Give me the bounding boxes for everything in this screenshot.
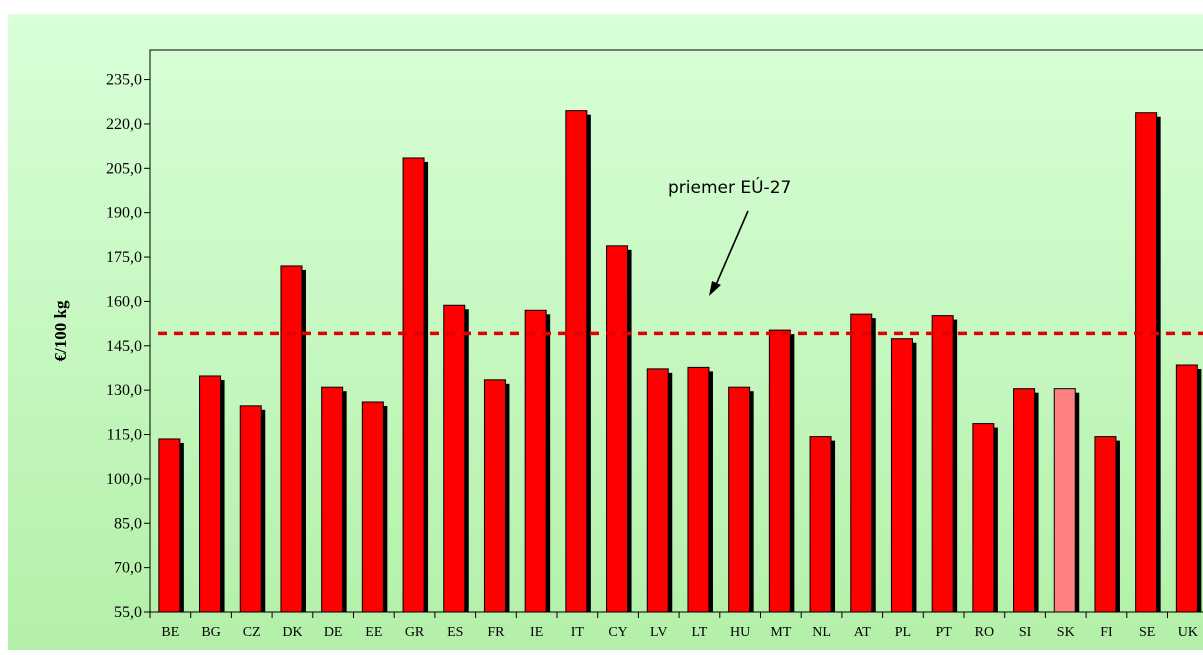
bar-pt <box>931 315 954 613</box>
bar-hu <box>728 386 751 613</box>
x-tick-label: HU <box>730 625 750 640</box>
x-tick-label: PT <box>935 625 952 640</box>
bar-bg <box>199 375 222 613</box>
bar-sk <box>1053 388 1076 613</box>
y-tick-label: 85,0 <box>114 515 142 532</box>
bar-mt <box>768 329 791 613</box>
y-tick-label: 145,0 <box>106 338 142 355</box>
x-tick-label: ES <box>447 625 463 640</box>
y-tick-label: 55,0 <box>114 604 142 621</box>
x-tick-label: CZ <box>243 625 261 640</box>
x-tick-label: UK <box>1178 625 1198 640</box>
x-tick-label: CY <box>608 625 627 640</box>
bar-dk <box>280 265 303 613</box>
x-tick-label: NL <box>812 625 831 640</box>
bar-fr <box>483 379 506 613</box>
bar-cz <box>239 405 262 613</box>
x-tick-label: BE <box>161 625 179 640</box>
bar-pl <box>890 338 913 613</box>
y-tick-label: 130,0 <box>106 382 142 399</box>
x-tick-label: FR <box>487 625 505 640</box>
y-tick-label: 220,0 <box>106 116 142 133</box>
bar-at <box>850 313 873 613</box>
x-tick-label: PL <box>895 625 911 640</box>
bar-be <box>158 438 181 613</box>
y-tick-label: 205,0 <box>106 160 142 177</box>
bar-ie <box>524 309 547 613</box>
bar-ee <box>361 401 384 613</box>
x-tick-label: EE <box>365 625 382 640</box>
average-label: priemer EÚ-27 <box>668 176 791 198</box>
bar-de <box>321 386 344 613</box>
average-arrow-head <box>709 281 721 296</box>
bar-se <box>1135 112 1158 613</box>
bar-gr <box>402 157 425 613</box>
x-tick-label: DE <box>324 625 343 640</box>
y-tick-label: 175,0 <box>106 249 142 266</box>
bar-lt <box>687 366 710 613</box>
x-axis: BE BG CZ DK DE EE GR ES FR IE IT CY LV LT HU MT NL AT PL PT… <box>149 612 1198 640</box>
y-tick-label: 115,0 <box>107 427 142 444</box>
bar-nl <box>809 436 832 613</box>
y-tick-label: 190,0 <box>106 205 142 222</box>
bar-es <box>443 304 466 613</box>
x-tick-label: LT <box>692 625 708 640</box>
x-tick-label: SI <box>1019 625 1032 640</box>
y-tick-label: 235,0 <box>106 72 142 89</box>
bar-cy <box>606 245 629 613</box>
x-tick-label: LV <box>650 625 667 640</box>
bar-fi <box>1094 436 1117 613</box>
bar-lv <box>646 368 669 613</box>
x-tick-label: DK <box>282 625 302 640</box>
x-tick-label: IT <box>571 625 585 640</box>
x-tick-label: MT <box>770 625 791 640</box>
x-tick-label: IE <box>530 625 543 640</box>
y-axis-label: €/100 kg <box>51 300 70 361</box>
x-tick-label: AT <box>854 625 872 640</box>
x-tick-label: GR <box>405 625 425 640</box>
y-axis: 55,0 70,0 85,0 100,0 115,0 130,0 145,0 160,0 175… <box>106 72 150 621</box>
bar-it <box>565 110 588 613</box>
bar-ro <box>972 423 995 613</box>
x-tick-label: FI <box>1100 625 1113 640</box>
y-tick-label: 160,0 <box>106 293 142 310</box>
bar-series <box>158 110 1202 613</box>
bar-uk <box>1175 364 1198 613</box>
x-tick-label: SK <box>1057 625 1075 640</box>
y-tick-label: 100,0 <box>106 471 142 488</box>
x-tick-label: BG <box>201 625 220 640</box>
x-tick-label: RO <box>975 625 994 640</box>
bar-si <box>1013 388 1036 613</box>
x-tick-label: SE <box>1139 625 1155 640</box>
average-arrow-shaft <box>714 210 749 288</box>
y-tick-label: 70,0 <box>114 560 142 577</box>
